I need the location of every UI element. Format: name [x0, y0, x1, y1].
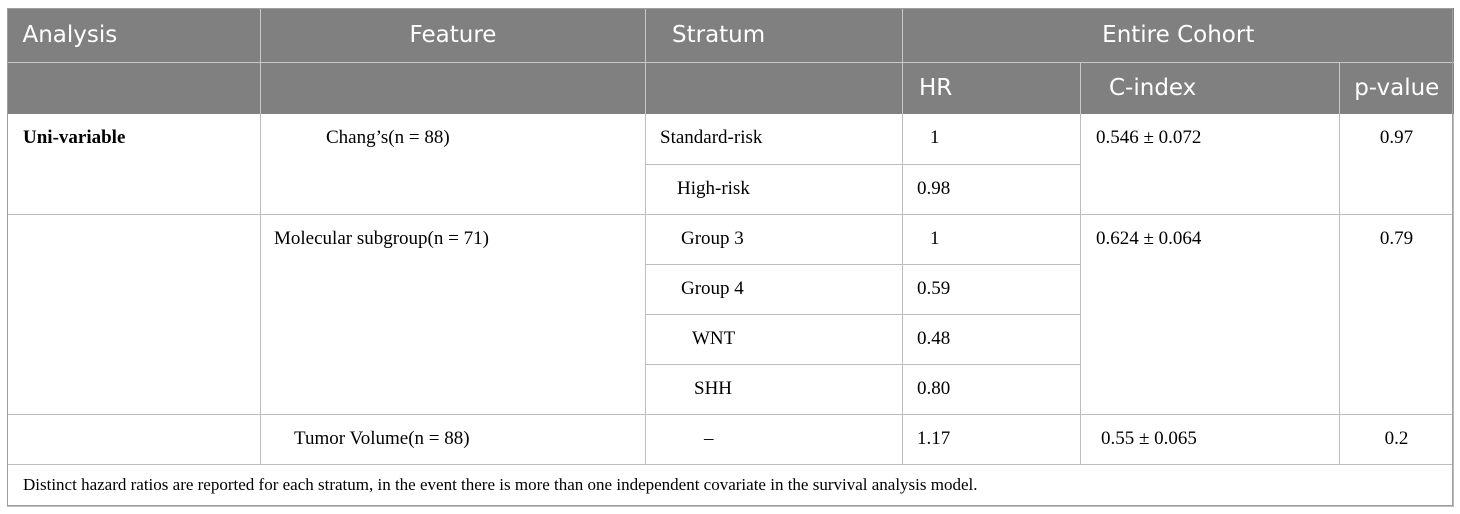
cell-analysis: [7, 213, 261, 415]
cell-p-value: 0.2: [1338, 413, 1455, 465]
table-row: WNT 0.48: [8, 313, 1454, 365]
cell-feature: Molecular subgroup(n = 71): [260, 213, 646, 415]
cell-analysis: [7, 413, 261, 465]
table-row: High-risk 0.98: [8, 163, 1454, 215]
header-analysis: Analysis: [7, 8, 261, 62]
cell-stratum: WNT: [645, 313, 903, 365]
cell-hr: 0.59: [902, 263, 1081, 315]
cell-stratum: High-risk: [645, 163, 903, 215]
cell-c-index: 0.624 ± 0.064: [1080, 213, 1340, 415]
cell-feature: Chang’s(n = 88): [260, 114, 646, 215]
header-blank-3: [645, 61, 903, 114]
table-row: Tumor Volume(n = 88) – 1.17 0.55 ± 0.065…: [7, 413, 1455, 465]
cell-stratum: Group 3: [645, 213, 903, 265]
cell-hr: 0.48: [902, 313, 1081, 365]
header-stratum: Stratum: [645, 8, 903, 62]
cell-hr: 0.80: [902, 363, 1081, 415]
table-row: SHH 0.80: [8, 363, 1454, 415]
table-row: Uni-variable Chang’s(n = 88) Standard-ri…: [7, 114, 1455, 215]
header-blank-1: [7, 61, 261, 114]
cell-p-value: 0.97: [1338, 114, 1455, 215]
table-footnote: Distinct hazard ratios are reported for …: [6, 463, 1455, 507]
cell-stratum: Group 4: [645, 263, 903, 315]
header-entire-cohort: Entire Cohort: [902, 8, 1454, 63]
header-p-value: p-value: [1339, 61, 1454, 114]
cell-c-index: 0.55 ± 0.065: [1080, 413, 1340, 465]
cell-feature: Tumor Volume(n = 88): [260, 413, 646, 465]
header-hr: HR: [902, 61, 1081, 114]
header-feature: Feature: [260, 8, 646, 62]
cell-hr: 1.17: [902, 413, 1081, 465]
cell-hr: 0.98: [902, 163, 1081, 215]
cell-p-value: 0.79: [1338, 213, 1455, 415]
cell-analysis: Uni-variable: [7, 114, 261, 215]
table-footnote-row: Distinct hazard ratios are reported for …: [6, 463, 1455, 507]
cell-c-index: 0.546 ± 0.072: [1080, 114, 1340, 215]
cell-hr: 1: [902, 114, 1081, 165]
results-table: Analysis Feature Stratum Entire Cohort H…: [6, 8, 1455, 507]
table-row: Molecular subgroup(n = 71) Group 3 1 0.6…: [7, 213, 1455, 415]
cell-stratum: –: [645, 413, 903, 465]
header-c-index: C-index: [1080, 61, 1340, 114]
header-blank-2: [260, 61, 646, 114]
table-row: Group 4 0.59: [8, 263, 1454, 315]
cell-stratum: Standard-risk: [645, 114, 903, 165]
cell-hr: 1: [902, 213, 1081, 265]
cell-stratum: SHH: [645, 363, 903, 415]
